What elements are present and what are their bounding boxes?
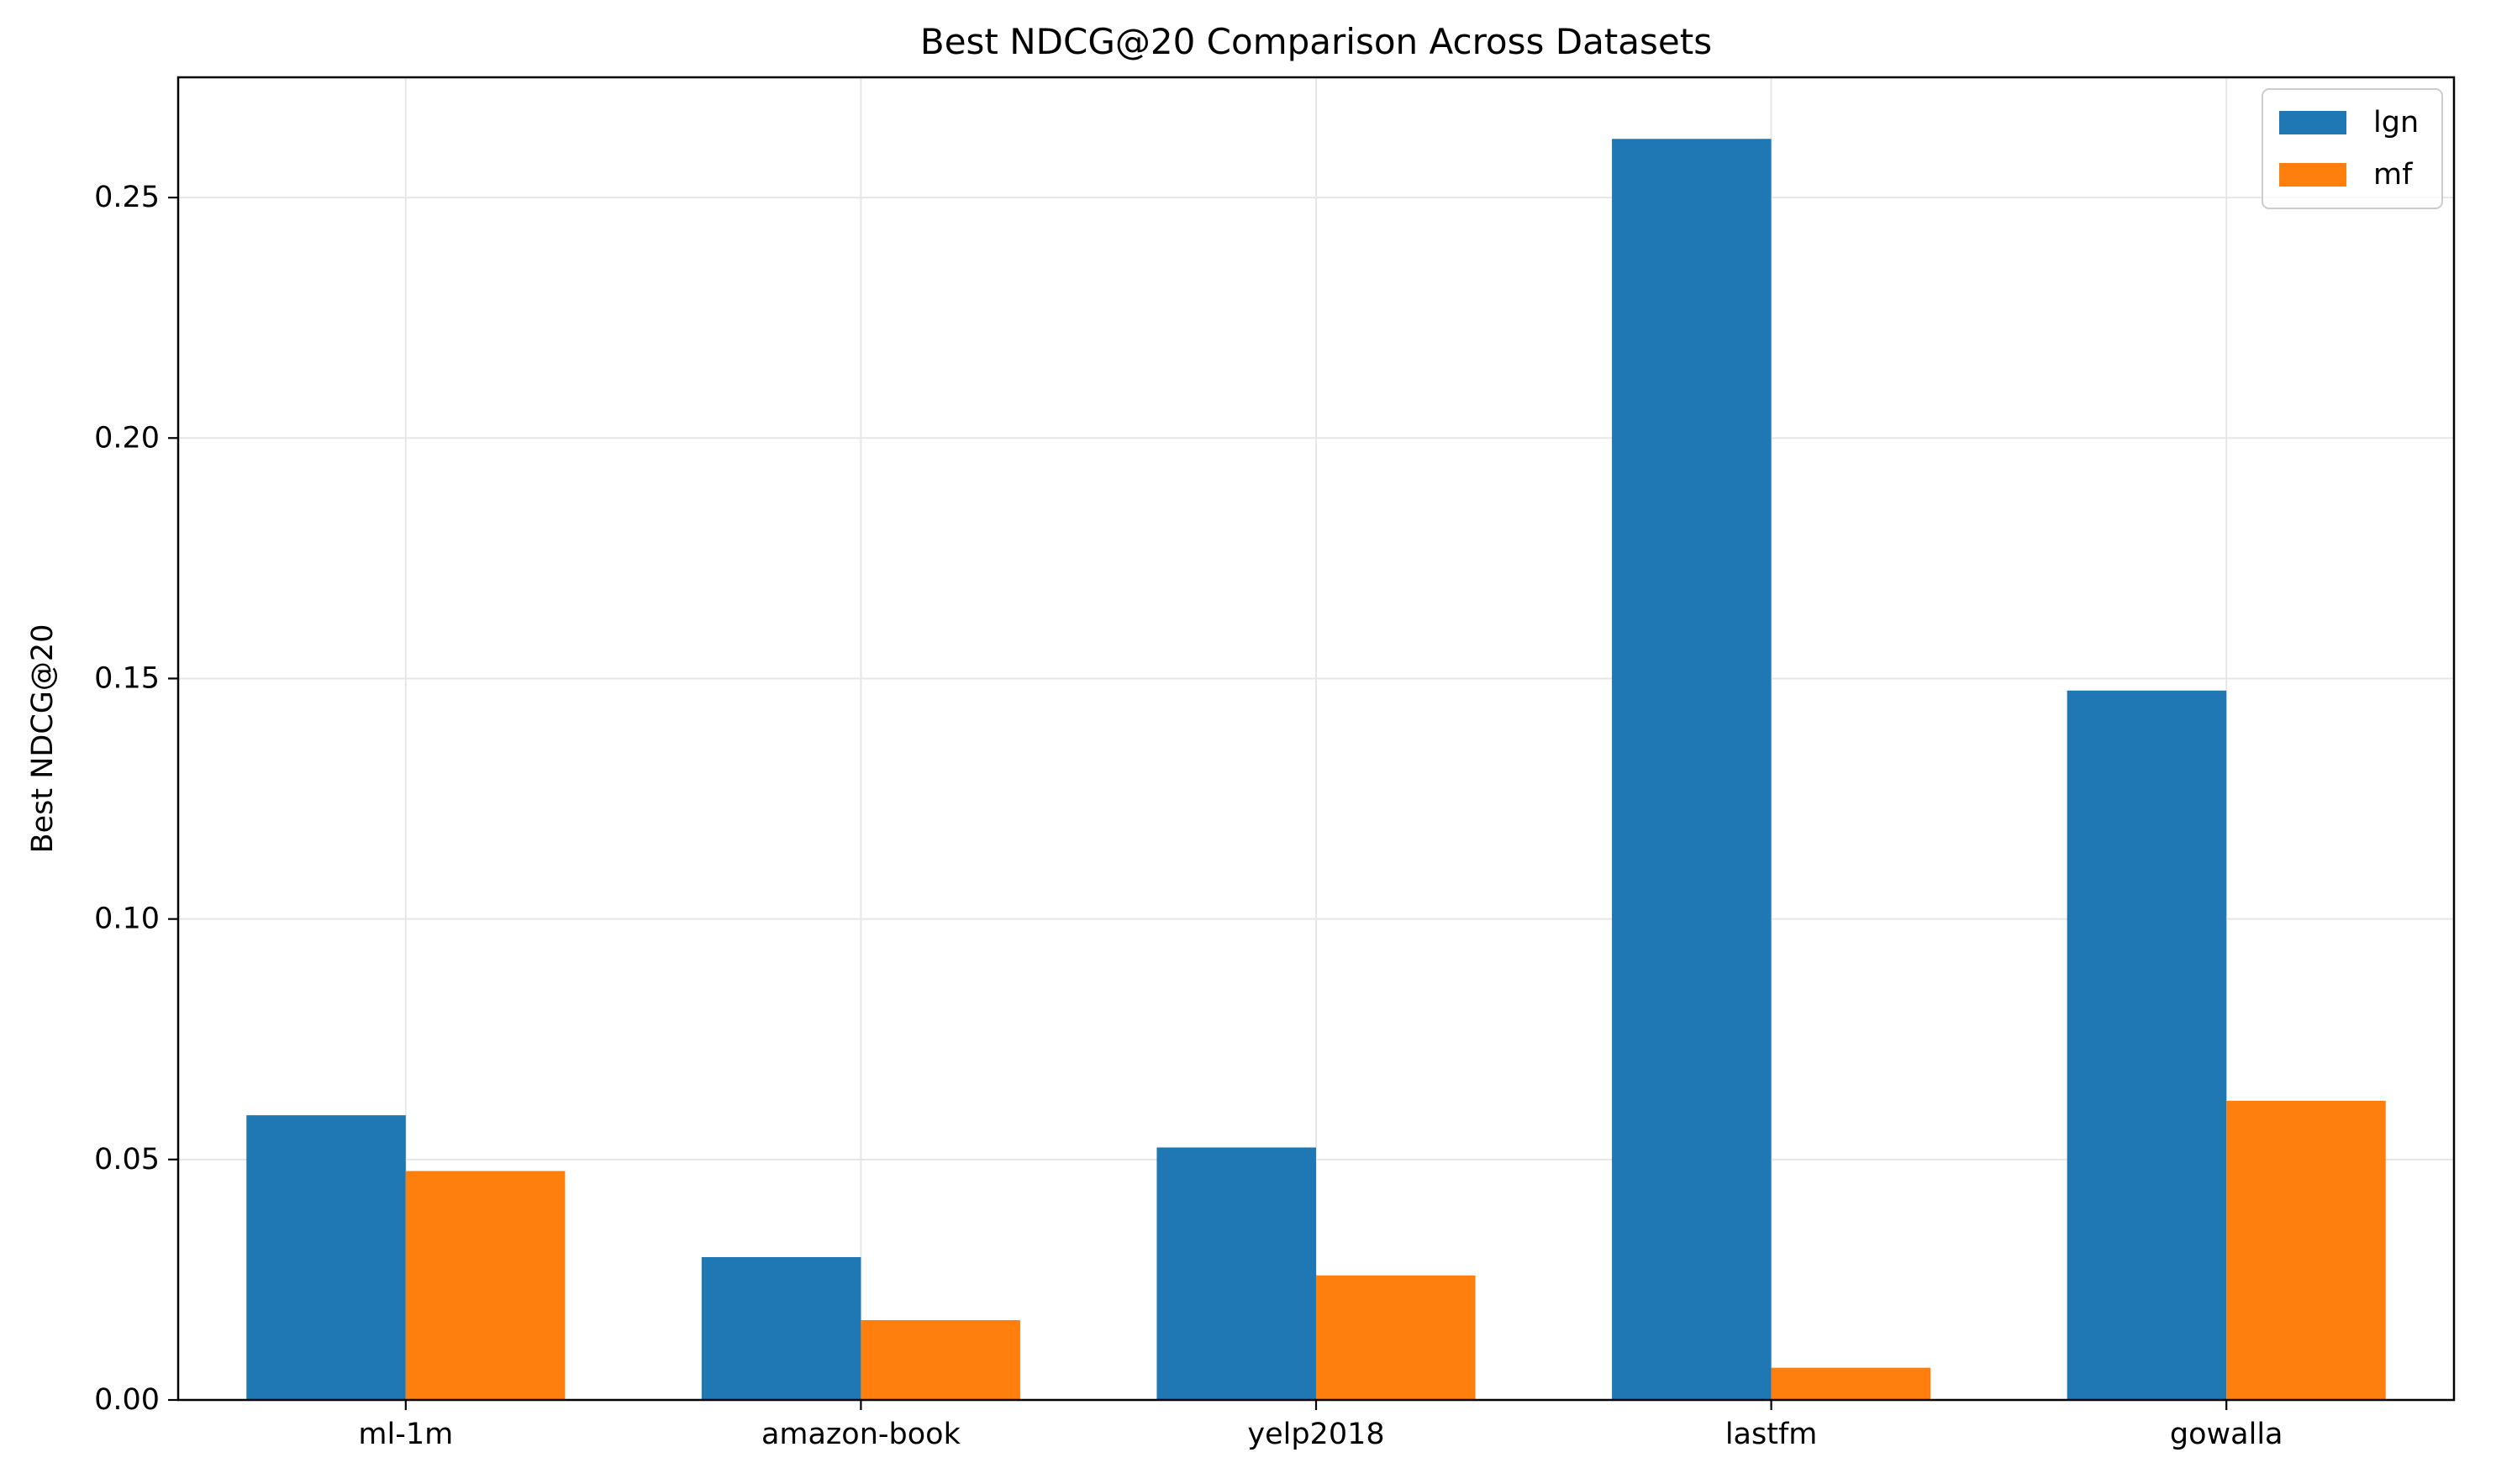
bars <box>246 139 2386 1400</box>
x-tick-label: ml-1m <box>358 1418 453 1451</box>
bar-mf-gowalla <box>2226 1100 2386 1400</box>
bar-lgn-ml-1m <box>246 1115 406 1400</box>
bar-mf-lastfm <box>1771 1367 1931 1400</box>
legend-label-mf: mf <box>2373 158 2413 192</box>
bar-lgn-yelp2018 <box>1156 1147 1316 1400</box>
legend-swatch-lgn <box>2279 111 2346 134</box>
legend-swatch-mf <box>2279 163 2346 187</box>
y-tick-label: 0.15 <box>94 661 160 695</box>
y-tick-label: 0.25 <box>94 181 160 214</box>
y-tick-label: 0.00 <box>94 1383 160 1417</box>
chart-title: Best NDCG@20 Comparison Across Datasets <box>920 21 1712 62</box>
legend: lgn mf <box>2262 88 2443 209</box>
y-tick-label: 0.10 <box>94 903 160 936</box>
bar-lgn-amazon-book <box>701 1257 861 1400</box>
bar-mf-yelp2018 <box>1316 1275 1476 1400</box>
x-tick-label: gowalla <box>2170 1418 2283 1451</box>
bar-lgn-gowalla <box>2067 690 2227 1400</box>
x-tick-label: lastfm <box>1725 1418 1818 1451</box>
bar-lgn-lastfm <box>1612 139 1772 1400</box>
y-tick-label: 0.05 <box>94 1143 160 1176</box>
y-tick-label: 0.20 <box>94 421 160 455</box>
bar-mf-ml-1m <box>405 1171 566 1400</box>
x-tick-label: yelp2018 <box>1247 1418 1384 1451</box>
axis-ticks: 0.00 0.05 0.10 0.15 0.20 0.25 ml-1m amazon-book… <box>94 181 2283 1451</box>
legend-label-lgn: lgn <box>2373 106 2419 139</box>
y-axis-label: Best NDCG@20 <box>26 624 60 854</box>
bar-mf-amazon-book <box>861 1319 1020 1400</box>
x-tick-label: amazon-book <box>761 1418 961 1451</box>
